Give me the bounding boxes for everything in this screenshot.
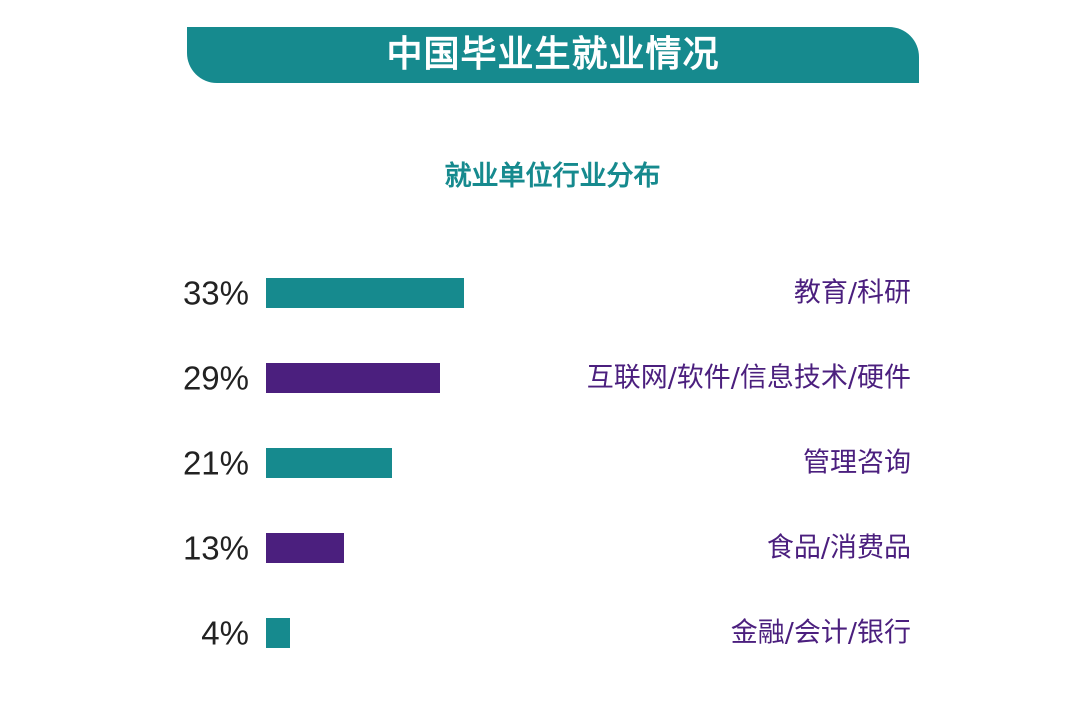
category-label-2: 互联网/软件/信息技术/硬件	[587, 363, 911, 394]
value-label-3: 21%	[183, 445, 249, 482]
bar-4	[266, 533, 344, 563]
value-label-5: 4%	[201, 615, 249, 652]
bar-5	[266, 618, 290, 648]
category-label-4: 食品/消费品	[767, 533, 911, 564]
value-label-4: 13%	[183, 530, 249, 567]
bar-1	[266, 278, 464, 308]
value-label-2: 29%	[183, 360, 249, 397]
bar-3	[266, 448, 392, 478]
page-title: 中国毕业生就业情况	[386, 34, 720, 75]
category-label-3: 管理咨询	[803, 448, 911, 479]
bar-2	[266, 363, 440, 393]
category-label-5: 金融/会计/银行	[731, 618, 911, 649]
chart-title: 就业单位行业分布	[444, 161, 661, 192]
category-label-1: 教育/科研	[794, 278, 911, 309]
header-banner: 中国毕业生就业情况	[187, 27, 919, 83]
value-label-1: 33%	[183, 275, 249, 312]
